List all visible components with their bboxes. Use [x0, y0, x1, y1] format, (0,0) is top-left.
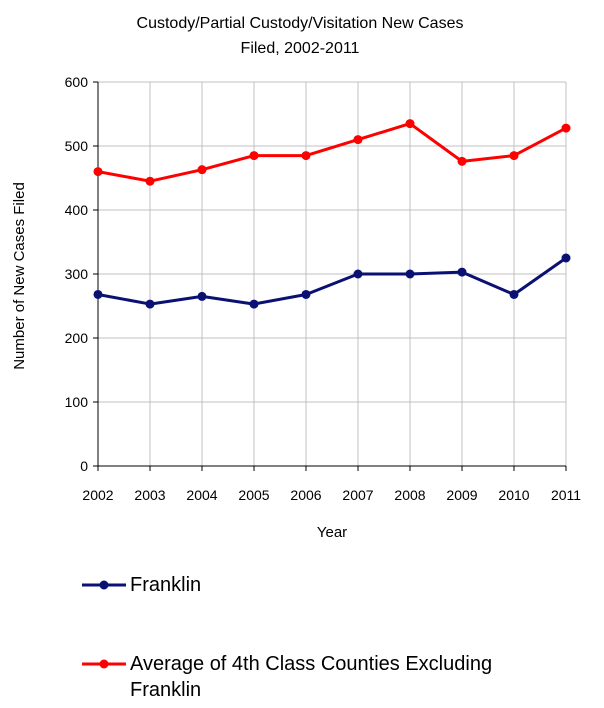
series-0-point-2006 [301, 289, 311, 299]
series-0-point-2004 [197, 291, 207, 301]
series-0-point-2005 [249, 299, 259, 309]
series-line-1 [97, 122, 567, 183]
x-tick-label-2008: 2008 [394, 487, 425, 503]
series-1-point-2011 [561, 123, 571, 133]
legend-item-franklin: Franklin [82, 572, 201, 598]
y-tick-label-200: 200 [65, 330, 89, 346]
x-axis-ticks: 2002 2003 2004 2005 2006 2007 2008 2009 2010 2011 [82, 466, 581, 503]
series-1-point-2004 [197, 165, 207, 175]
legend-label-franklin: Franklin [130, 574, 202, 596]
series-1-point-2005 [249, 151, 259, 161]
x-tick-label-2004: 2004 [186, 487, 217, 503]
series-0-point-2011 [561, 253, 571, 263]
x-tick-label-2010: 2010 [498, 487, 529, 503]
series-line-0 [97, 256, 567, 306]
y-tick-label-600: 600 [65, 74, 89, 90]
series-1-point-2010 [509, 151, 519, 161]
series-1-point-2008 [405, 119, 415, 129]
series-0-point-2008 [405, 269, 415, 279]
series-0-point-2002 [93, 289, 103, 299]
y-tick-label-400: 400 [65, 202, 89, 218]
y-tick-label-0: 0 [80, 458, 88, 474]
y-axis-ticks: 0 100 200 300 400 500 600 [65, 74, 98, 474]
legend-swatch-franklin [82, 572, 130, 594]
legend-label-average: Average of 4th Class Counties Excluding … [130, 651, 492, 703]
x-tick-label-2011: 2011 [551, 487, 581, 503]
series-1-point-2009 [457, 156, 467, 166]
legend-swatch-marker-0 [99, 580, 109, 590]
y-tick-label-500: 500 [65, 138, 89, 154]
y-tick-label-100: 100 [65, 394, 89, 410]
series-1-point-2002 [93, 167, 103, 177]
legend-swatch-graphic-0 [82, 580, 126, 590]
grid-lines [98, 81, 567, 466]
chart-title-line-1: Custody/Partial Custody/Visitation New C… [137, 15, 464, 32]
legend-swatch-average [82, 651, 130, 673]
legend-item-average: Average of 4th Class Counties Excluding … [82, 651, 492, 703]
x-tick-label-2002: 2002 [82, 487, 113, 503]
legend-label-average-line-1: Average of 4th Class Counties Excluding [130, 653, 493, 675]
series-1-point-2007 [353, 135, 363, 145]
legend: Franklin [82, 572, 201, 598]
series-0-point-2007 [353, 269, 363, 279]
x-tick-label-2005: 2005 [238, 487, 269, 503]
legend-swatch-graphic-1 [82, 659, 126, 669]
legend-label-average-line-2: Franklin [130, 679, 202, 701]
legend-second: Average of 4th Class Counties Excluding … [82, 651, 492, 703]
x-tick-label-2006: 2006 [290, 487, 321, 503]
series-group [93, 119, 571, 309]
y-tick-label-300: 300 [65, 266, 89, 282]
series-1-point-2003 [145, 176, 155, 186]
series-1-point-2006 [301, 151, 311, 161]
x-tick-label-2007: 2007 [342, 487, 373, 503]
chart-title-line-2: Filed, 2002-2011 [241, 40, 360, 57]
x-tick-label-2009: 2009 [446, 487, 477, 503]
series-0-point-2010 [509, 289, 519, 299]
y-axis-title: Number of New Cases Filed [11, 182, 28, 370]
legend-swatch-marker-1 [99, 659, 109, 669]
x-axis-title: Year [317, 524, 347, 541]
series-0-point-2003 [145, 299, 155, 309]
x-tick-label-2003: 2003 [134, 487, 165, 503]
series-0-point-2009 [457, 267, 467, 277]
